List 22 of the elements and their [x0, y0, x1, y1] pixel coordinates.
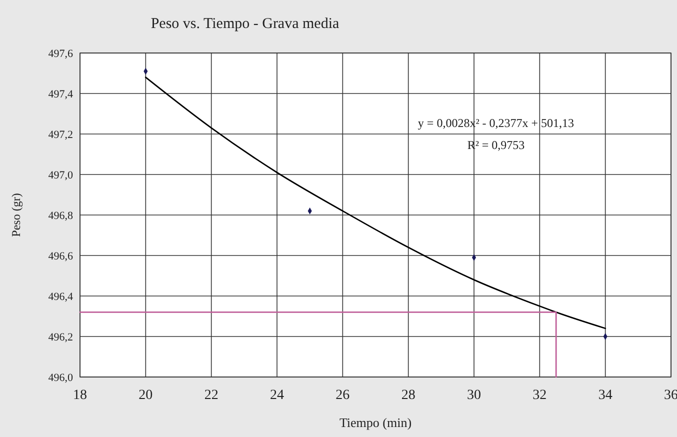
chart-title: Peso vs. Tiempo - Grava media: [150, 16, 340, 32]
y-tick-label: 496,4: [48, 290, 74, 303]
y-tick-label: 496,2: [48, 331, 73, 344]
y-tick-label: 496,0: [48, 372, 74, 384]
y-axis-title: Peso (gr): [9, 193, 23, 237]
x-tick-label: 34: [598, 388, 612, 403]
x-tick-label: 26: [336, 388, 350, 403]
x-tick-label: 24: [270, 388, 284, 403]
x-axis-title: Tiempo (min): [339, 415, 412, 430]
line-series: [144, 76, 606, 330]
x-tick-label: 32: [532, 388, 547, 403]
y-tick-label: 496,6: [48, 250, 74, 262]
y-tick-label: 497,6: [48, 48, 74, 60]
x-tick-label: 22: [204, 388, 218, 403]
x-tick-label: 28: [401, 388, 416, 403]
y-tick-label: 496,8: [48, 210, 74, 222]
y-tick-label: 497,2: [48, 128, 73, 141]
y-tick-label: 497,0: [48, 169, 74, 182]
x-tick-label: 30: [467, 388, 481, 403]
y-tick-label: 497,4: [48, 88, 74, 100]
x-tick-label: 18: [73, 388, 87, 403]
x-tick-label: 20: [138, 388, 153, 403]
